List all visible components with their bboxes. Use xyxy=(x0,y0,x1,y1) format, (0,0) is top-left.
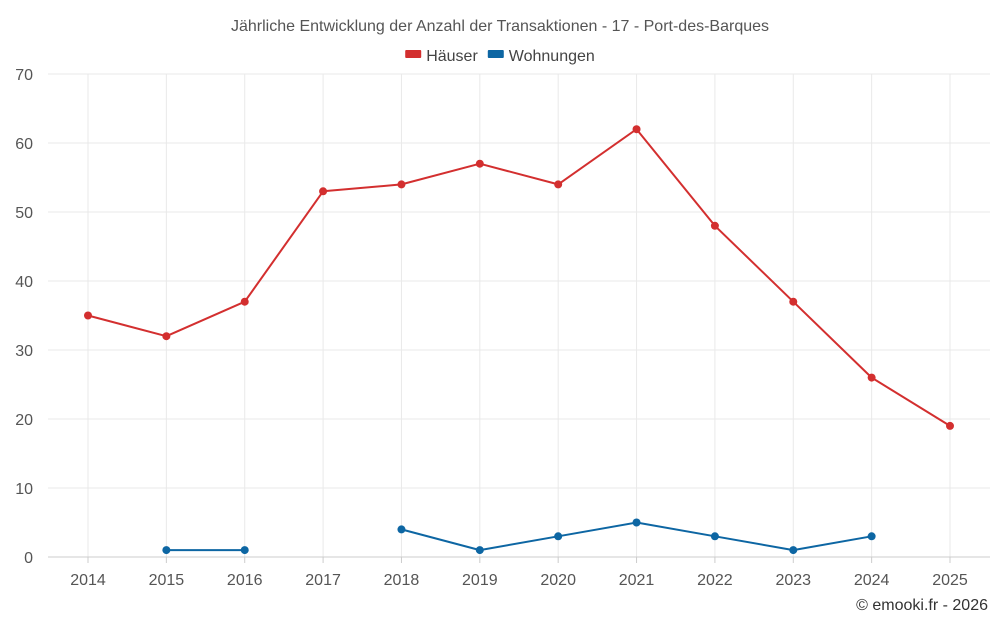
data-point[interactable] xyxy=(162,332,171,341)
legend-swatch xyxy=(405,50,422,58)
x-tick-label: 2021 xyxy=(619,572,655,589)
data-point[interactable] xyxy=(710,221,719,230)
series-1 xyxy=(84,125,954,430)
y-tick-label: 0 xyxy=(24,550,33,567)
credit-text: © emooki.fr - 2026 xyxy=(856,597,988,614)
data-point[interactable] xyxy=(632,125,641,134)
x-axis: 2014 2015 2016 2017 2018 2019 2020 2021 2022 2023… xyxy=(48,556,990,589)
data-point[interactable] xyxy=(397,525,406,534)
x-tick-label: 2025 xyxy=(932,572,968,589)
x-tick-label: 2017 xyxy=(305,572,341,589)
x-tick-label: 2015 xyxy=(149,572,185,589)
data-point[interactable] xyxy=(162,546,171,555)
data-point[interactable] xyxy=(319,187,328,196)
x-tick-label: 2020 xyxy=(540,572,576,589)
data-point[interactable] xyxy=(84,311,92,320)
y-tick-label: 60 xyxy=(15,136,33,153)
y-tick-label: 30 xyxy=(15,343,33,360)
legend-item-1[interactable]: Häuser xyxy=(405,48,478,65)
series-group xyxy=(84,125,954,555)
data-point[interactable] xyxy=(632,518,641,527)
data-point[interactable] xyxy=(554,180,563,189)
data-point[interactable] xyxy=(789,546,798,555)
x-tick-label: 2024 xyxy=(854,572,890,589)
data-point[interactable] xyxy=(867,532,876,541)
y-tick-label: 40 xyxy=(15,274,33,291)
x-tick-label: 2023 xyxy=(775,572,811,589)
y-tick-label: 20 xyxy=(15,412,33,429)
data-point[interactable] xyxy=(475,159,484,168)
data-point[interactable] xyxy=(946,421,954,430)
legend-swatch xyxy=(487,50,504,58)
chart-title: Jährliche Entwicklung der Anzahl der Tra… xyxy=(231,18,769,35)
data-point[interactable] xyxy=(475,546,484,555)
y-tick-label: 50 xyxy=(15,205,33,222)
y-tick-label: 70 xyxy=(15,67,33,84)
y-tick-label: 10 xyxy=(15,481,33,498)
data-point[interactable] xyxy=(710,532,719,541)
grid xyxy=(48,73,990,557)
y-axis: 0 10 20 30 40 50 60 70 xyxy=(15,67,33,567)
legend-label: Wohnungen xyxy=(509,48,595,65)
x-tick-label: 2019 xyxy=(462,572,498,589)
data-point[interactable] xyxy=(397,180,406,189)
data-point[interactable] xyxy=(554,532,563,541)
data-point[interactable] xyxy=(789,297,798,306)
series-line xyxy=(87,128,951,427)
data-point[interactable] xyxy=(867,373,876,382)
legend[interactable]: Häuser Wohnungen xyxy=(405,48,595,65)
data-point[interactable] xyxy=(240,297,249,306)
x-tick-label: 2018 xyxy=(384,572,420,589)
x-tick-label: 2022 xyxy=(697,572,733,589)
series-2 xyxy=(162,518,876,555)
legend-label: Häuser xyxy=(426,48,478,65)
data-point[interactable] xyxy=(240,546,249,555)
x-tick-label: 2016 xyxy=(227,572,263,589)
legend-item-2[interactable]: Wohnungen xyxy=(487,48,595,65)
x-tick-label: 2014 xyxy=(70,572,106,589)
